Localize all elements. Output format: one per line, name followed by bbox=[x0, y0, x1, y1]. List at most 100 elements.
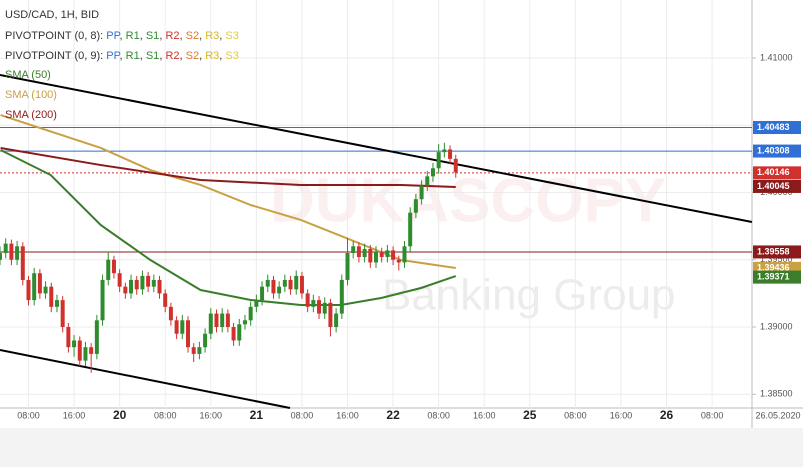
price-label-box bbox=[753, 121, 801, 135]
candle-body bbox=[254, 300, 259, 307]
legend-text: PP bbox=[106, 30, 120, 42]
x-tick-label: 16:00 bbox=[336, 410, 359, 420]
legend-text: , bbox=[120, 50, 126, 62]
legend-text: R1 bbox=[126, 50, 140, 62]
candle-body bbox=[374, 251, 378, 263]
candle-body bbox=[317, 300, 322, 314]
candle-body bbox=[134, 279, 139, 290]
candle-body bbox=[288, 279, 293, 290]
price-label-box bbox=[753, 270, 801, 284]
price-label: 1.40045 bbox=[757, 181, 790, 191]
candle-body bbox=[106, 259, 111, 280]
candle-body bbox=[123, 286, 128, 294]
x-tick-label: 08:00 bbox=[564, 410, 587, 420]
candle-body bbox=[430, 168, 435, 177]
candle-body bbox=[54, 300, 59, 307]
candle-body bbox=[60, 300, 65, 328]
price-label-box bbox=[753, 166, 801, 180]
candle-body bbox=[237, 324, 242, 341]
candle-body bbox=[163, 293, 168, 307]
x-tick-label: 08:00 bbox=[154, 410, 177, 420]
y-tick-label: 1.39500 bbox=[760, 254, 793, 264]
candle-body bbox=[72, 340, 77, 348]
watermark: Banking Group bbox=[382, 271, 676, 320]
x-tick-label: 08:00 bbox=[17, 410, 40, 420]
candle-body bbox=[168, 306, 173, 321]
candle-body bbox=[140, 275, 145, 290]
legend-text: S2 bbox=[186, 50, 199, 62]
candle-body bbox=[225, 313, 230, 328]
candle-body bbox=[448, 149, 453, 159]
price-label: 1.40483 bbox=[757, 122, 790, 132]
x-tick-label: 16:00 bbox=[473, 410, 496, 420]
legend-text: R3 bbox=[205, 50, 219, 62]
candle-body bbox=[282, 279, 287, 287]
legend-text: PP bbox=[106, 50, 120, 62]
legend-text: S3 bbox=[225, 50, 238, 62]
candle-body bbox=[351, 246, 356, 254]
candle-body bbox=[197, 347, 202, 354]
candle-body bbox=[9, 243, 14, 260]
candle-body bbox=[442, 149, 447, 153]
candle-body bbox=[356, 246, 361, 258]
candle-body bbox=[3, 243, 8, 254]
x-tick-label: 26 bbox=[660, 408, 674, 422]
x-tick-label: 20 bbox=[113, 408, 127, 422]
candle-body bbox=[299, 275, 304, 294]
price-label: 1.40308 bbox=[757, 145, 790, 155]
legend-text: S2 bbox=[186, 30, 199, 42]
candle-body bbox=[49, 286, 54, 307]
candle-body bbox=[117, 273, 122, 287]
candle-body bbox=[66, 327, 71, 348]
candle-body bbox=[146, 275, 151, 287]
candle-body bbox=[214, 313, 219, 328]
candle-body bbox=[260, 286, 265, 301]
candle-body bbox=[408, 212, 413, 247]
price-label: 1.39436 bbox=[757, 263, 790, 273]
candle-body bbox=[391, 250, 396, 260]
candle-body bbox=[186, 320, 190, 348]
candle-body bbox=[15, 246, 20, 260]
candle-body bbox=[271, 279, 276, 294]
candle-body bbox=[94, 320, 99, 354]
x-tick-label: 08:00 bbox=[701, 410, 724, 420]
watermark: DUKASCOPY bbox=[270, 166, 666, 235]
y-tick-label: 1.38500 bbox=[760, 389, 793, 399]
candle-body bbox=[180, 320, 185, 334]
candle-body bbox=[436, 152, 441, 169]
candle-body bbox=[129, 279, 134, 294]
candle-body bbox=[203, 333, 208, 348]
legend-text: USD/CAD, 1H, BID bbox=[5, 9, 99, 21]
trend-line bbox=[0, 74, 753, 223]
legend-text: , bbox=[180, 50, 186, 62]
legend-text: PIVOTPOINT (0, 8): bbox=[5, 30, 106, 42]
candle-body bbox=[100, 279, 105, 321]
legend-text: S1 bbox=[146, 50, 159, 62]
candle-body bbox=[379, 251, 384, 258]
legend-line: PIVOTPOINT (0, 9): PP, R1, S1, R2, S2, R… bbox=[5, 50, 239, 62]
legend-text: , bbox=[219, 30, 225, 42]
x-tick-label: 21 bbox=[250, 408, 264, 422]
x-tick-label: 16:00 bbox=[200, 410, 223, 420]
candle-body bbox=[248, 306, 253, 321]
date-label: 26.05.2020 bbox=[755, 410, 800, 420]
candle-body bbox=[311, 300, 316, 307]
candle-body bbox=[396, 259, 401, 263]
x-tick-label: 22 bbox=[386, 408, 400, 422]
sma-line bbox=[0, 149, 457, 306]
y-tick-label: 1.41000 bbox=[760, 52, 793, 62]
candle-body bbox=[220, 313, 225, 328]
candle-body bbox=[151, 279, 156, 287]
candle-body bbox=[89, 347, 94, 354]
legend-text: , bbox=[199, 30, 205, 42]
legend-text: , bbox=[219, 50, 225, 62]
legend-text: , bbox=[159, 50, 165, 62]
sma-line bbox=[0, 146, 456, 188]
candle-body bbox=[157, 279, 162, 294]
price-label-box bbox=[753, 179, 801, 193]
legend-text: SMA (50) bbox=[5, 69, 51, 81]
candle-body bbox=[413, 199, 418, 213]
legend-text: SMA (100) bbox=[5, 89, 57, 101]
candle-body bbox=[242, 320, 247, 325]
candle-body bbox=[37, 273, 42, 294]
